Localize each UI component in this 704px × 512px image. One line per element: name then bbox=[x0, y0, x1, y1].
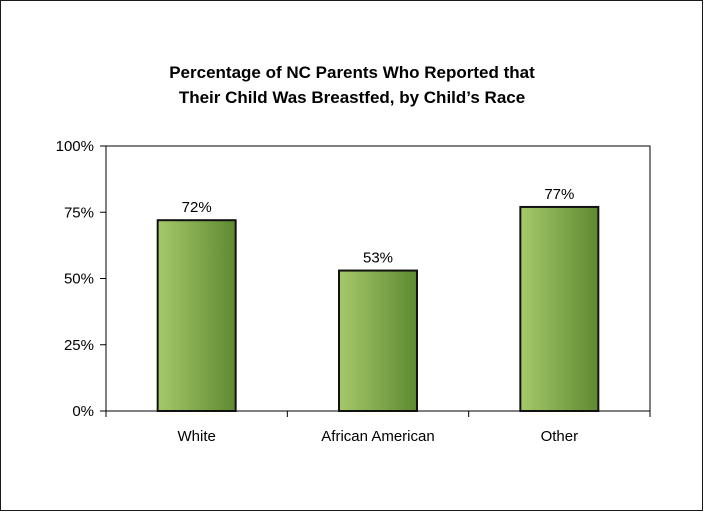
y-tick-label: 25% bbox=[64, 337, 94, 354]
bar-african-american bbox=[338, 269, 418, 412]
category-label: African American bbox=[321, 428, 434, 445]
category-labels-group: White African American Other bbox=[177, 428, 578, 445]
data-label: 53% bbox=[363, 250, 393, 267]
data-label: 72% bbox=[182, 199, 212, 216]
data-label: 77% bbox=[544, 186, 574, 203]
y-tick-label: 50% bbox=[64, 271, 94, 288]
data-labels-group: 72% 53% 77% bbox=[182, 186, 575, 267]
bars-group bbox=[156, 205, 600, 412]
y-tick-label: 0% bbox=[72, 403, 94, 420]
x-axis-ticks bbox=[105, 411, 651, 417]
chart-title-line-1: Percentage of NC Parents Who Reported th… bbox=[169, 63, 535, 82]
bar-white bbox=[156, 219, 237, 412]
y-axis: 0% 25% 50% 75% 100% bbox=[56, 138, 106, 420]
chart-title-line-2: Their Child Was Breastfed, by Child’s Ra… bbox=[179, 88, 525, 107]
y-tick-label: 100% bbox=[56, 138, 94, 155]
category-label: Other bbox=[541, 428, 579, 445]
category-label: White bbox=[177, 428, 215, 445]
y-tick-label: 75% bbox=[64, 204, 94, 221]
bar-other bbox=[519, 205, 600, 412]
